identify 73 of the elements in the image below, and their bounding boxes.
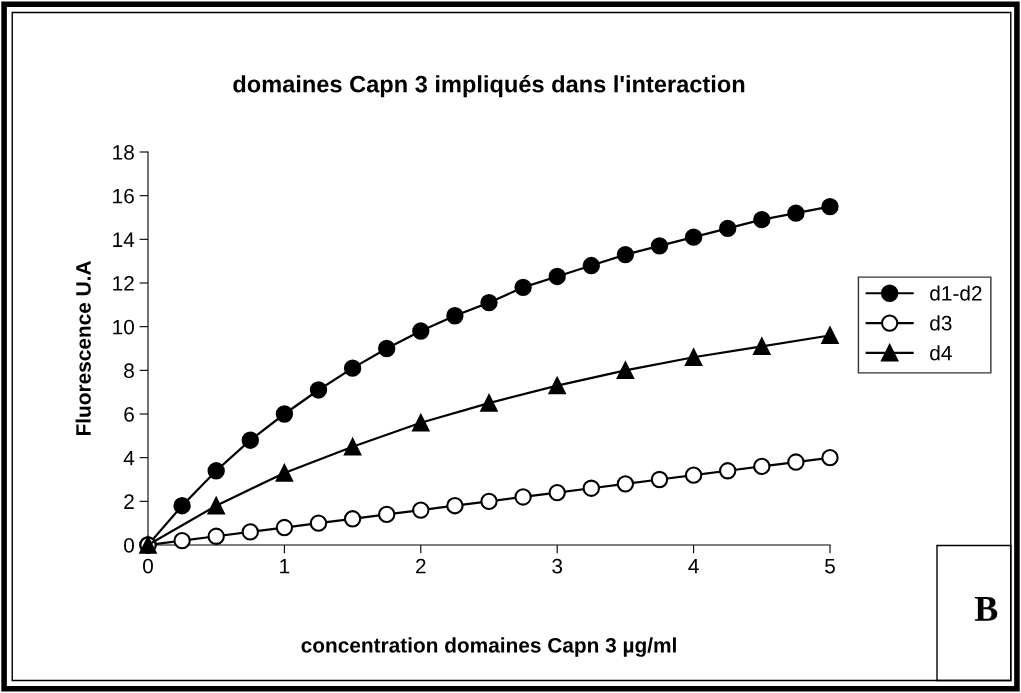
y-tick-label: 14 (113, 232, 135, 247)
point (548, 483, 566, 502)
point (207, 527, 225, 545)
point (616, 245, 635, 264)
point (480, 293, 498, 312)
point (787, 204, 805, 222)
point (343, 359, 362, 377)
point (241, 431, 259, 449)
point (684, 348, 703, 366)
point (719, 219, 737, 238)
x-tick-label: 3 (552, 558, 563, 574)
legend-label: d4 (930, 345, 952, 361)
point (446, 307, 464, 325)
x-tick-label: 5 (825, 558, 835, 574)
point (275, 464, 294, 482)
point (173, 497, 191, 515)
point (821, 197, 839, 216)
chart-title: domaines Capn 3 impliqués dans l'interaction (233, 74, 745, 98)
point (616, 361, 635, 380)
point (480, 492, 498, 511)
point (275, 518, 294, 537)
x-tick-label: 4 (688, 558, 699, 574)
point (207, 497, 225, 515)
point (684, 466, 703, 484)
point (412, 501, 430, 519)
point (343, 510, 362, 528)
point (378, 339, 396, 358)
y-tick-label: 6 (124, 407, 134, 422)
y-tick-label: 0 (124, 538, 134, 553)
point (548, 376, 566, 395)
legend-label: d3 (930, 315, 952, 331)
point (514, 488, 532, 506)
point (207, 462, 225, 480)
y-tick-label: 10 (113, 319, 134, 335)
y-tick-label: 2 (124, 494, 134, 509)
point (275, 405, 294, 423)
point (412, 322, 430, 340)
point (684, 228, 703, 246)
y-tick-label: 4 (123, 450, 135, 466)
point (821, 448, 839, 467)
x-tick-label: 2 (416, 558, 426, 574)
point (480, 394, 498, 412)
y-tick-label: 18 (113, 145, 134, 160)
point (753, 211, 771, 229)
point (650, 237, 669, 255)
point (548, 267, 566, 286)
point (343, 438, 362, 456)
point (309, 381, 328, 399)
x-axis-title: concentration domaines Capn 3 µg/ml (301, 637, 676, 657)
point (514, 278, 532, 297)
point (241, 523, 259, 541)
point (446, 497, 464, 515)
point (173, 531, 191, 550)
text: B (974, 597, 998, 621)
point (412, 414, 430, 432)
legend-label: d1-d2 (930, 285, 982, 301)
point (719, 462, 737, 480)
point (753, 457, 771, 476)
x-tick-label: 0 (143, 558, 153, 574)
y-tick-label: 12 (113, 276, 134, 291)
point (582, 256, 600, 275)
y-tick-label: 16 (113, 188, 134, 204)
x-tick-label: 1 (280, 558, 290, 574)
point (821, 326, 839, 345)
y-axis-title: Fluorescence U.A (75, 261, 91, 436)
point (378, 505, 396, 524)
point (309, 514, 328, 532)
point (582, 479, 600, 497)
point (787, 453, 805, 471)
point (753, 337, 771, 355)
point (616, 475, 635, 493)
y-tick-label: 8 (124, 363, 134, 379)
point (650, 470, 669, 489)
